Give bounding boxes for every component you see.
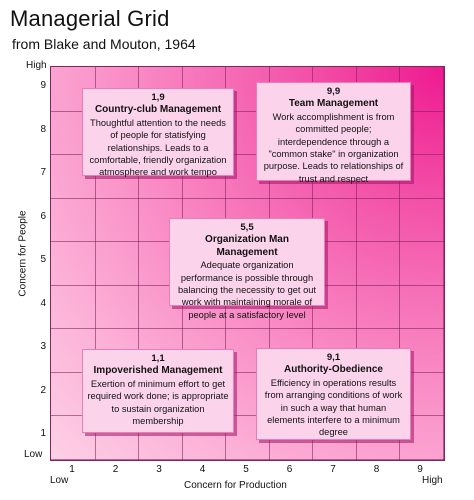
- grid-vertical-line: [355, 67, 357, 460]
- style-desc-line: Exertion of minimum effort to get: [90, 378, 226, 389]
- style-desc-line: degree: [319, 427, 348, 438]
- y-tick-label: 2: [40, 384, 46, 396]
- style-desc-line: people at a satisfactory level: [188, 309, 306, 320]
- y-tick-label: 4: [40, 297, 46, 309]
- y-tick-label: 8: [40, 123, 46, 135]
- page-title: Managerial Grid: [10, 6, 170, 31]
- style-coord: 9,1: [326, 352, 341, 363]
- style-name: Organization Man Management: [205, 234, 289, 258]
- grid-horizontal-line: [51, 415, 444, 416]
- style-desc-line: from arranging conditions of work: [264, 390, 403, 401]
- style-coord: 5,5: [240, 222, 254, 233]
- y-axis-label: Concern for People: [17, 210, 29, 297]
- style-box-country-club: 1,9 Country-club Management Thoughtful a…: [82, 88, 234, 178]
- y-tick-label: 9: [40, 80, 46, 91]
- x-tick-label: 2: [112, 464, 119, 475]
- grid-vertical-line: [399, 67, 400, 460]
- grid-horizontal-line: [51, 197, 444, 199]
- x-tick-label: 3: [156, 464, 162, 475]
- style-name: Country-club Management: [94, 104, 222, 116]
- style-desc-line: performance is possible through: [180, 272, 314, 283]
- y-tick-label: 5: [40, 254, 46, 265]
- grid-horizontal-line: [51, 154, 444, 155]
- style-desc-line: committed people;: [295, 124, 372, 135]
- grid-vertical-line: [94, 67, 96, 460]
- y-tick-label: 7: [40, 167, 46, 178]
- style-desc-line: Adequate organization: [200, 260, 294, 271]
- style-desc-line: Work accomplishment is from: [272, 111, 395, 122]
- style-name: Team Management: [288, 98, 379, 110]
- grid-horizontal-line: [51, 328, 444, 329]
- x-high-label: High: [422, 475, 443, 486]
- style-desc-line: Efficiency in operations results: [270, 377, 397, 388]
- y-tick-label: 3: [40, 341, 46, 352]
- grid-vertical-line: [442, 67, 444, 460]
- x-tick-label: 5: [243, 464, 249, 475]
- x-tick-label: 8: [373, 464, 380, 475]
- style-desc-line: elements interfere to a minimum: [267, 415, 400, 426]
- y-tick-label: 6: [40, 210, 46, 222]
- style-desc-line: "common stake" in organization: [268, 149, 399, 160]
- grid-horizontal-line: [51, 371, 444, 373]
- style-desc-line: in such a way that human: [280, 402, 387, 413]
- style-desc-line: relationships. Leads to a: [107, 142, 209, 153]
- y-high-label: High: [26, 60, 47, 71]
- x-tick-label: 7: [330, 464, 336, 475]
- style-desc-line: membership: [132, 416, 184, 427]
- style-desc-line: trust and respect: [298, 173, 369, 184]
- x-tick-label: 1: [69, 464, 75, 475]
- x-tick-label: 6: [286, 464, 293, 475]
- y-low-label: Low: [24, 449, 43, 460]
- grid-vertical-line: [138, 67, 139, 460]
- style-desc-line: interdependence through a: [277, 136, 390, 147]
- grid-horizontal-line: [51, 110, 444, 112]
- style-desc-line: balancing the necessity to get out: [178, 285, 316, 296]
- page-subtitle: from Blake and Mouton, 1964: [12, 36, 196, 52]
- style-coord: 9,9: [326, 86, 341, 97]
- style-desc-line: of people for statisfying: [110, 130, 206, 141]
- style-name: Authority-Obedience: [284, 364, 383, 376]
- style-box-organization-man: 5,5 Organization Man Management Adequate…: [169, 218, 325, 320]
- x-axis-label: Concern for Production: [184, 480, 287, 491]
- style-box-authority-obedience: 9,1 Authority-Obedience Efficiency in op…: [256, 348, 411, 440]
- x-tick-label: 9: [417, 464, 423, 475]
- x-low-label: Low: [50, 475, 69, 486]
- grid-horizontal-line: [51, 458, 444, 460]
- style-desc-line: Thoughtful attention to the needs: [90, 117, 226, 128]
- style-desc-line: comfortable, friendly organization: [89, 155, 227, 166]
- style-name: Impoverished Management: [93, 365, 223, 377]
- style-box-team: 9,9 Team Management Work accomplishment …: [256, 82, 411, 184]
- style-desc-line: atmosphere and work tempo: [99, 167, 217, 178]
- style-desc-line: work with maintaining morale of: [181, 297, 313, 308]
- x-tick-label: 4: [199, 464, 206, 475]
- style-desc-line: to sustain organization: [111, 403, 205, 414]
- y-tick-label: 1: [40, 428, 46, 439]
- style-coord: 1,1: [151, 353, 165, 364]
- style-desc-line: required work done; is appropriate: [87, 391, 229, 402]
- style-box-impoverished: 1,1 Impoverished Management Exertion of …: [82, 349, 234, 433]
- style-coord: 1,9: [151, 92, 165, 103]
- style-desc-line: purpose. Leads to relationships of: [263, 161, 404, 172]
